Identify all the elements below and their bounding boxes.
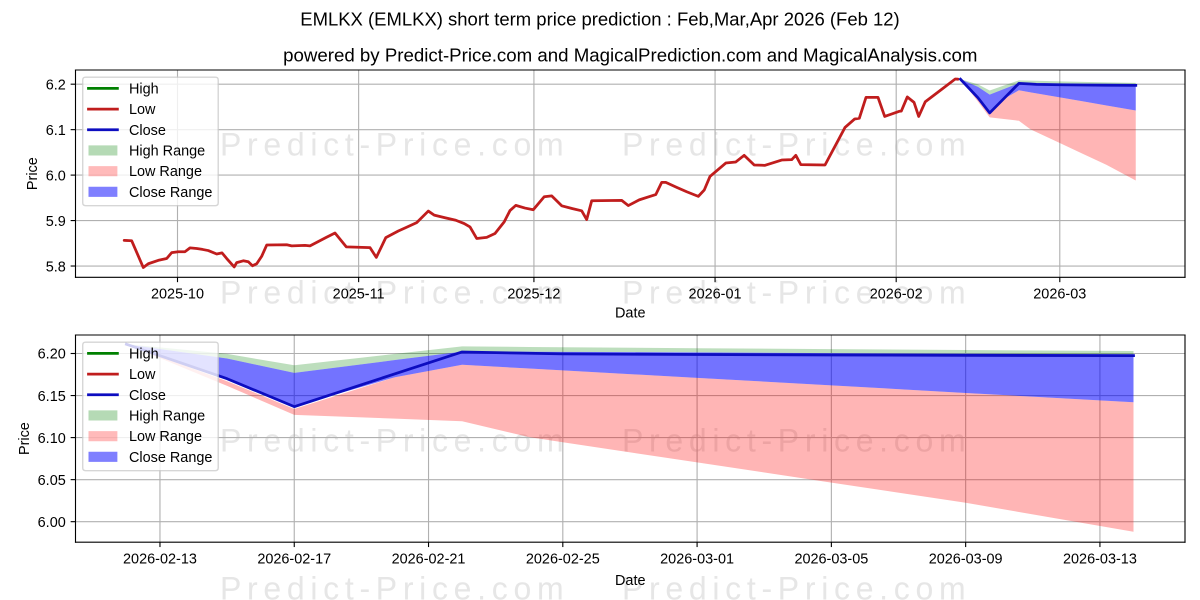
- svg-text:Predict-Price.com: Predict-Price.com: [622, 571, 971, 600]
- svg-text:6.05: 6.05: [38, 473, 66, 489]
- svg-text:Low Range: Low Range: [129, 164, 202, 180]
- svg-text:High Range: High Range: [129, 144, 205, 160]
- svg-text:6.1: 6.1: [46, 123, 66, 139]
- svg-text:2026-03-01: 2026-03-01: [660, 551, 734, 567]
- svg-text:2026-03-09: 2026-03-09: [929, 551, 1003, 567]
- svg-text:6.0: 6.0: [46, 168, 66, 184]
- svg-text:2026-02: 2026-02: [870, 286, 923, 302]
- svg-text:2025-11: 2025-11: [333, 286, 385, 302]
- svg-text:6.10: 6.10: [38, 431, 66, 447]
- svg-text:High: High: [129, 346, 159, 362]
- svg-text:Low: Low: [129, 367, 156, 383]
- svg-text:Close Range: Close Range: [129, 450, 212, 466]
- svg-text:Predict-Price.com: Predict-Price.com: [220, 127, 569, 163]
- svg-text:2025-10: 2025-10: [151, 286, 204, 302]
- svg-text:Close Range: Close Range: [129, 185, 212, 201]
- svg-text:6.2: 6.2: [46, 77, 66, 93]
- svg-text:2026-02-17: 2026-02-17: [257, 551, 331, 567]
- svg-text:Date: Date: [615, 573, 646, 589]
- svg-text:Low Range: Low Range: [129, 429, 202, 445]
- svg-text:2026-01: 2026-01: [689, 286, 742, 302]
- svg-text:2026-03: 2026-03: [1033, 286, 1086, 302]
- svg-text:Date: Date: [615, 305, 646, 321]
- svg-text:6.00: 6.00: [38, 515, 66, 531]
- svg-text:Predict-Price.com: Predict-Price.com: [220, 275, 569, 311]
- svg-text:Predict-Price.com: Predict-Price.com: [220, 571, 569, 600]
- svg-text:6.20: 6.20: [38, 347, 66, 363]
- svg-text:EMLKX (EMLKX) short term price: EMLKX (EMLKX) short term price predictio…: [300, 8, 899, 29]
- svg-text:2026-02-25: 2026-02-25: [526, 551, 600, 567]
- svg-text:powered by Predict-Price.com a: powered by Predict-Price.com and Magical…: [283, 45, 977, 66]
- svg-text:Predict-Price.com: Predict-Price.com: [622, 275, 971, 311]
- svg-text:Close: Close: [129, 388, 166, 404]
- svg-text:Price: Price: [25, 157, 41, 190]
- svg-text:Close: Close: [129, 123, 166, 139]
- svg-text:High Range: High Range: [129, 409, 205, 425]
- svg-text:2026-03-13: 2026-03-13: [1063, 551, 1137, 567]
- svg-text:6.15: 6.15: [38, 389, 66, 405]
- svg-text:2026-02-21: 2026-02-21: [392, 551, 466, 567]
- svg-text:2026-03-05: 2026-03-05: [794, 551, 868, 567]
- svg-text:2025-12: 2025-12: [507, 286, 560, 302]
- svg-text:Price: Price: [17, 422, 33, 455]
- svg-text:Low: Low: [129, 102, 156, 118]
- svg-text:2026-02-13: 2026-02-13: [123, 551, 197, 567]
- svg-text:5.8: 5.8: [46, 259, 66, 275]
- svg-text:High: High: [129, 81, 159, 97]
- svg-text:5.9: 5.9: [46, 214, 66, 230]
